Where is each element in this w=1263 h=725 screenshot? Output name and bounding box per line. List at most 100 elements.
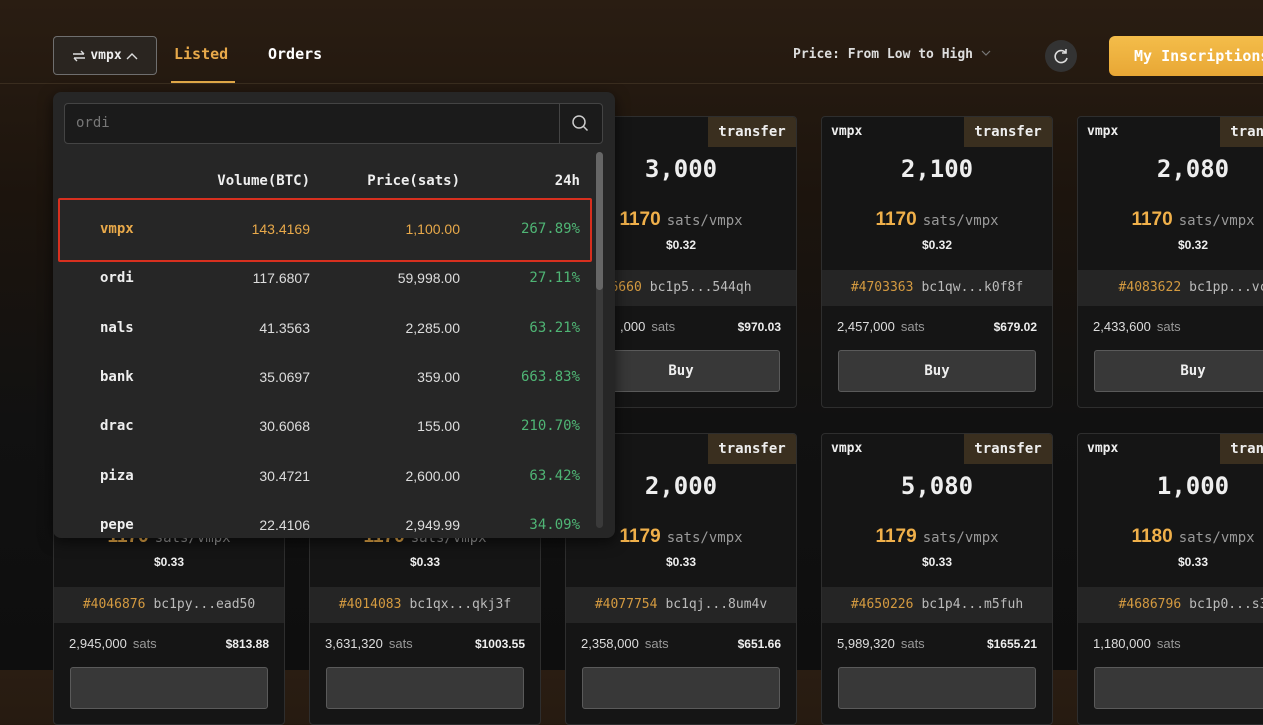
inscription-number: #4650226: [850, 597, 914, 612]
buy-button[interactable]: [582, 667, 780, 709]
row-volume: 143.4169: [251, 221, 310, 237]
sats-amount: 2,358,000: [581, 636, 639, 651]
tab-underline: [171, 81, 235, 83]
inscription-number: #4077754: [594, 597, 658, 612]
row-ticker: drac: [100, 418, 134, 435]
row-change: 63.42%: [529, 467, 580, 484]
inscription-band: #4077754 bc1qj...8um4v: [566, 587, 796, 623]
row-change: 210.70%: [520, 418, 580, 435]
ticker-selector[interactable]: vmpx: [53, 36, 157, 75]
buy-button[interactable]: [838, 667, 1036, 709]
row-volume: 117.6807: [252, 270, 310, 287]
seller-address: bc1pp...vc: [1189, 280, 1263, 295]
sats-row: 3,631,320 sats: [325, 636, 413, 651]
row-price: 155.00: [417, 418, 460, 435]
tab-orders[interactable]: Orders: [268, 45, 323, 63]
sats-amount: 2,945,000: [69, 636, 127, 651]
row-ticker: vmpx: [100, 221, 134, 237]
card-ticker: vmpx: [831, 441, 863, 456]
seller-address: bc1qx...qkj3f: [409, 597, 512, 612]
inscription-number: #4703363: [850, 280, 914, 295]
sats-label: sats: [1156, 319, 1181, 334]
inscription-band: #4014083 bc1qx...qkj3f: [310, 587, 540, 623]
card-price: 1179: [619, 526, 661, 547]
price-unit: sats/vmpx: [666, 213, 743, 229]
seller-address: bc1p4...m5fuh: [921, 597, 1024, 612]
card-usd: $0.33: [1177, 555, 1209, 569]
column-header: Price(sats): [367, 173, 460, 189]
card: vmpx transfer 2,100 1170 sats/vmpx $0.32 #4703…: [821, 116, 1053, 408]
my-inscriptions-button[interactable]: My Inscriptions: [1109, 36, 1263, 76]
row-volume: 30.4721: [259, 467, 310, 484]
search-box[interactable]: ordi: [64, 103, 603, 144]
inscription-band: #4703363 bc1qw...k0f8f: [822, 270, 1052, 306]
row-volume: 35.0697: [259, 368, 310, 385]
buy-button[interactable]: [1094, 667, 1263, 709]
card-price: 1170: [1131, 209, 1173, 230]
price-unit: sats/vmpx: [1178, 213, 1255, 229]
buy-button[interactable]: Buy: [582, 350, 780, 392]
inscription-number: #4014083: [338, 597, 402, 612]
sort-label: Price: From Low to High: [793, 47, 974, 62]
row-ticker: pepe: [100, 516, 134, 533]
card-amount: 1,000: [1156, 472, 1230, 500]
sats-label: sats: [900, 636, 925, 651]
refresh-button[interactable]: [1045, 40, 1077, 72]
buy-button[interactable]: Buy: [1094, 350, 1263, 392]
buy-button[interactable]: Buy: [838, 350, 1036, 392]
card-total: $1003.55: [474, 637, 525, 651]
sort-select[interactable]: Price: From Low to High: [793, 47, 991, 62]
buy-button[interactable]: [70, 667, 268, 709]
row-price: 2,600.00: [405, 467, 461, 484]
card-price: 1170: [875, 209, 917, 230]
card-total: $970.03: [737, 320, 781, 334]
price-row: 1180 sats/vmpx: [1078, 526, 1263, 548]
tab-listed[interactable]: Listed: [174, 45, 229, 63]
row-ticker: piza: [100, 467, 134, 484]
row-ticker: nals: [100, 319, 134, 336]
sats-amount: 1,180,000: [1093, 636, 1151, 651]
card-ticker: vmpx: [1087, 441, 1119, 456]
card-tag: transfer: [1220, 117, 1263, 147]
card-usd: $0.33: [921, 555, 953, 569]
card-tag: transfer: [708, 117, 796, 147]
header-divider: [0, 83, 1263, 84]
price-unit: sats/vmpx: [922, 530, 999, 546]
scrollbar-thumb[interactable]: [596, 152, 603, 290]
inscription-band: #4686796 bc1p0...s3: [1078, 587, 1263, 623]
column-header: 24h: [554, 173, 580, 189]
card: vmpx transfer 2,080 1170 sats/vmpx $0.32 #4083…: [1077, 116, 1263, 408]
sats-label: sats: [388, 636, 413, 651]
card-price: 1180: [1131, 526, 1173, 547]
card-usd: $0.32: [665, 238, 697, 252]
card-tag: transfer: [964, 117, 1052, 147]
sats-amount: ,000: [620, 319, 646, 334]
sats-row: 2,358,000 sats: [581, 636, 669, 651]
search-button[interactable]: [559, 104, 602, 143]
price-row: 1179 sats/vmpx: [566, 526, 796, 548]
row-price: 2,949.99: [405, 516, 461, 533]
sats-row: 2,433,600 sats: [1093, 319, 1181, 334]
buy-button[interactable]: [326, 667, 524, 709]
inscription-band: #4083622 bc1pp...vc: [1078, 270, 1263, 306]
price-unit: sats/vmpx: [666, 530, 743, 546]
card-amount: 5,080: [900, 472, 974, 500]
sats-amount: 5,989,320: [837, 636, 895, 651]
card-total: $813.88: [225, 637, 269, 651]
row-change: 663.83%: [520, 368, 580, 385]
ticker-dropdown: ordi Volume(BTC) Price(sats) 24h vmpx 143.41…: [53, 92, 615, 538]
column-header: Volume(BTC): [217, 173, 310, 189]
inscription-band: #4046876 bc1py...ead50: [54, 587, 284, 623]
card-tag: transfer: [708, 434, 796, 464]
price-row: 1179 sats/vmpx: [822, 526, 1052, 548]
inscription-number: #4686796: [1118, 597, 1182, 612]
price-row: 1170 sats/vmpx: [822, 209, 1052, 231]
card: vmpx transfer 5,080 1179 sats/vmpx $0.33 #4650…: [821, 433, 1053, 725]
sats-amount: 3,631,320: [325, 636, 383, 651]
card-total: $679.02: [993, 320, 1037, 334]
selector-label: vmpx: [90, 48, 122, 63]
sats-label: sats: [651, 319, 676, 334]
card-amount: 2,000: [644, 472, 718, 500]
search-icon: [572, 115, 589, 132]
